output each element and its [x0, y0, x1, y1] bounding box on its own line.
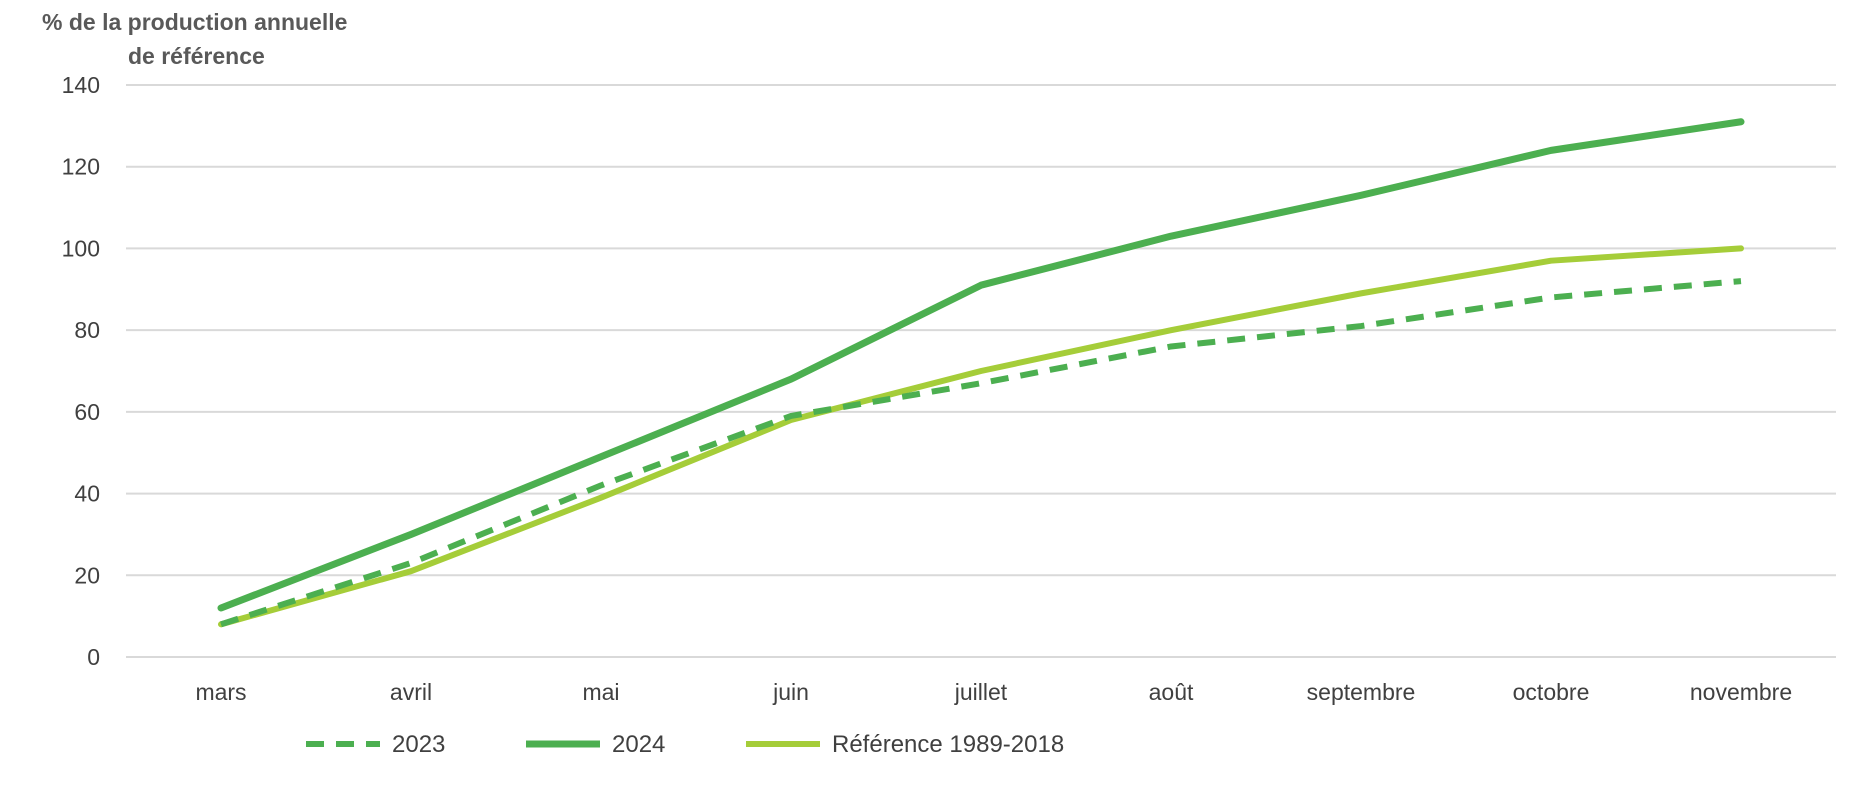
- y-tick-label: 60: [74, 399, 100, 425]
- x-tick-label: juin: [772, 679, 809, 705]
- x-tick-label: mai: [582, 679, 619, 705]
- x-tick-label: avril: [390, 679, 432, 705]
- legend-item: 2023: [306, 731, 445, 758]
- y-tick-label: 40: [74, 481, 100, 507]
- y-axis-title-line-1: % de la production annuelle: [42, 9, 347, 35]
- legend-item: Référence 1989-2018: [746, 731, 1064, 758]
- y-axis-title: % de la production annuelle de référence: [42, 9, 347, 69]
- y-tick-label: 80: [74, 317, 100, 343]
- x-tick-label: novembre: [1690, 679, 1792, 705]
- y-axis-title-line-2: de référence: [128, 43, 265, 69]
- x-tick-label: octobre: [1513, 679, 1590, 705]
- legend-label: 2024: [612, 731, 665, 758]
- x-axis-ticks: mars avril mai juin juillet août septembre octo…: [195, 679, 1792, 705]
- x-tick-label: août: [1149, 679, 1194, 705]
- x-tick-label: mars: [195, 679, 246, 705]
- y-tick-label: 120: [62, 154, 100, 180]
- gridlines: [126, 84, 1836, 658]
- legend-label: Référence 1989-2018: [832, 731, 1064, 758]
- x-tick-label: septembre: [1307, 679, 1416, 705]
- y-tick-label: 140: [62, 72, 100, 98]
- legend-item: 2024: [526, 731, 665, 758]
- series-line-2023: [220, 278, 1742, 628]
- series-lines: [217, 118, 1745, 628]
- legend-label: 2023: [392, 731, 445, 758]
- y-tick-label: 20: [74, 562, 100, 588]
- series-line-2024: [217, 118, 1745, 612]
- x-tick-label: juillet: [954, 679, 1008, 705]
- series-line-r-f-rence-1989-2018: [218, 245, 1744, 628]
- y-axis-ticks: 0 20 40 60 80 100 120 140: [62, 72, 100, 670]
- legend: 2023 2024 Référence 1989-2018: [306, 731, 1064, 758]
- y-tick-label: 0: [87, 644, 100, 670]
- y-tick-label: 100: [62, 235, 100, 261]
